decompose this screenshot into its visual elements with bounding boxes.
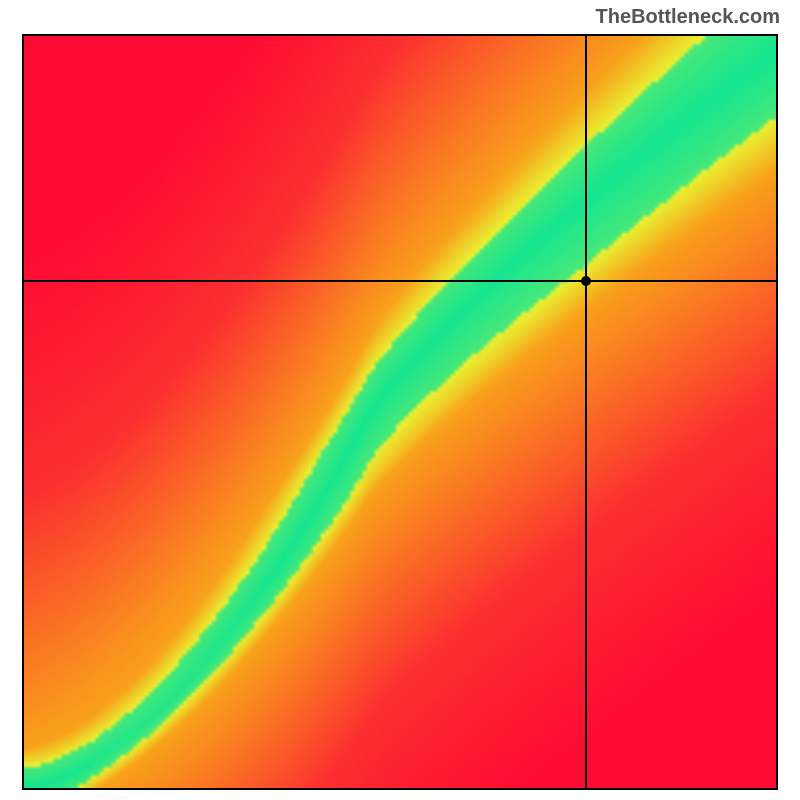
- crosshair-vertical: [585, 36, 587, 788]
- crosshair-horizontal: [24, 280, 776, 282]
- chart-container: TheBottleneck.com: [0, 0, 800, 800]
- plot-area: [22, 34, 778, 790]
- heatmap-canvas: [24, 36, 776, 788]
- watermark-text: TheBottleneck.com: [596, 6, 780, 29]
- data-point-marker: [581, 276, 591, 286]
